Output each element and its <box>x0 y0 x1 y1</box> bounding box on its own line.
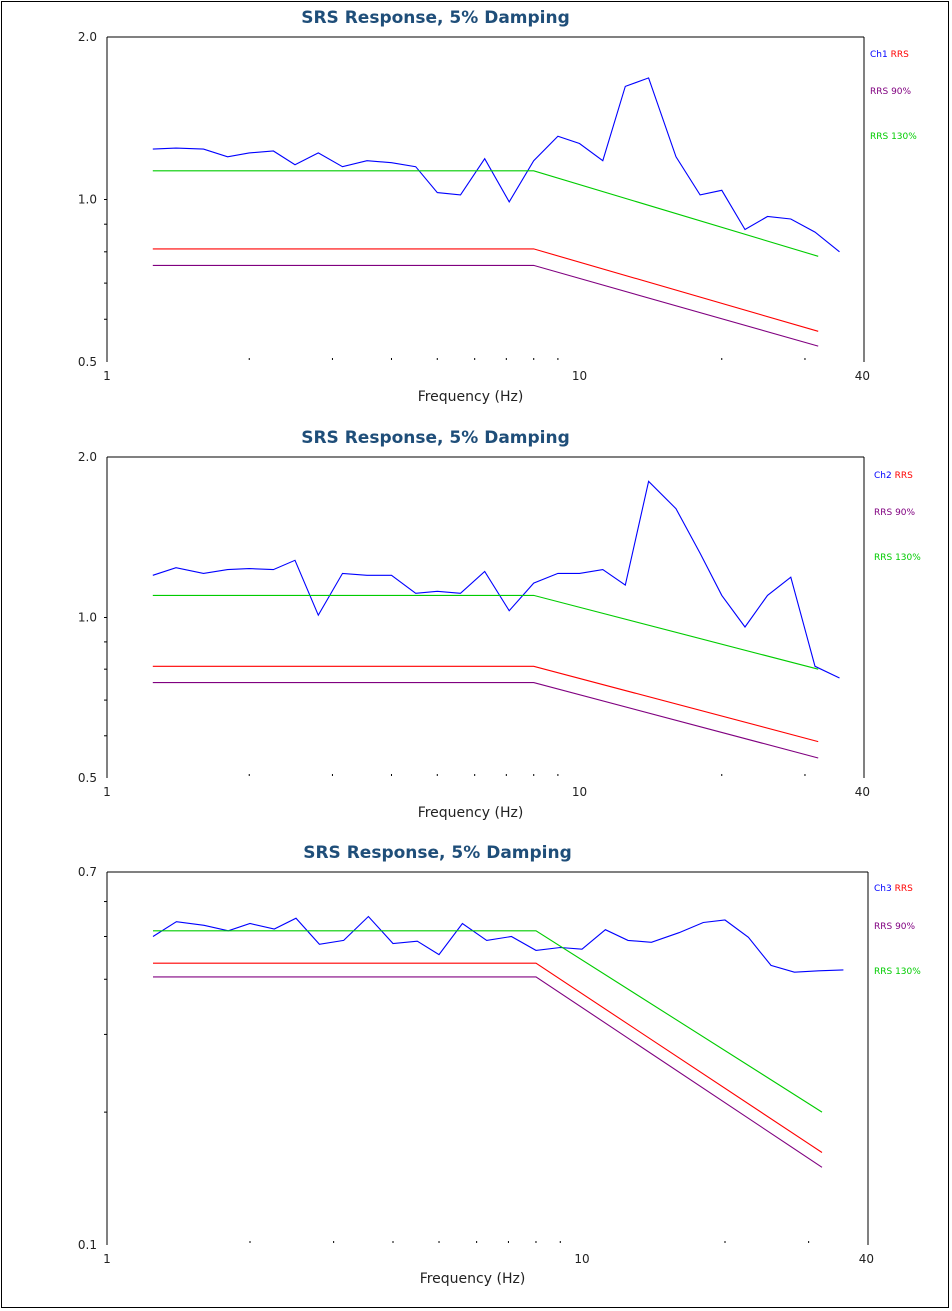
chart3-series-rrs90 <box>153 976 823 1168</box>
chart3-legend-label: RRS <box>895 884 914 894</box>
chart2-x-tick-label: 10 <box>572 785 587 799</box>
chart1-series-rrs90 <box>152 264 819 347</box>
chart3-legend-label: RRS 90% <box>874 922 916 932</box>
chart2-y-tick-label: 0.5 <box>78 771 97 785</box>
chart3-series-rrs <box>153 962 823 1153</box>
chart2-legend-label: RRS 130% <box>874 553 921 563</box>
chart1-series-rrs <box>152 248 819 332</box>
chart2-series-rrs90 <box>152 682 819 759</box>
chart1-y-tick-label: 0.5 <box>78 355 97 369</box>
chart3-series-measured <box>152 915 844 973</box>
chart2-title: SRS Response, 5% Damping <box>301 428 570 448</box>
chart1-legend-rrs130: RRS 130% <box>870 132 917 142</box>
chart1-x-tick-label: 40 <box>855 369 870 383</box>
chart3-y-tick-label: 0.7 <box>78 865 97 879</box>
chart2-y-tick-label: 2.0 <box>78 450 97 464</box>
chart3-legend-rrs130: RRS 130% <box>874 967 921 977</box>
chart1-legend-label: RRS 90% <box>870 87 912 97</box>
chart3-x-axis-label: Frequency (Hz) <box>420 1271 526 1287</box>
chart3-x-tick-label: 1 <box>103 1252 111 1266</box>
chart1-legend-label: RRS <box>891 50 910 60</box>
chart2-legend-label: RRS 90% <box>874 508 916 518</box>
chart3-title: SRS Response, 5% Damping <box>303 843 572 863</box>
chart2-x-tick-label: 40 <box>855 785 870 799</box>
chart2-legend-rrs: Ch2 RRS <box>874 471 913 481</box>
chart1-x-tick-label: 10 <box>572 369 587 383</box>
chart3-legend-rrs90: RRS 90% <box>874 922 916 932</box>
chart2-legend-channel: Ch2 <box>874 471 895 481</box>
chart3-legend-channel: Ch3 <box>874 884 895 894</box>
chart2-legend-rrs90: RRS 90% <box>874 508 916 518</box>
chart3-legend-label: RRS 130% <box>874 967 921 977</box>
chart2-x-axis-label: Frequency (Hz) <box>418 805 524 821</box>
chart1-title: SRS Response, 5% Damping <box>301 8 570 28</box>
chart1-legend-rrs: Ch1 RRS <box>870 50 909 60</box>
chart3-series-rrs130 <box>153 930 823 1113</box>
chart3-y-tick-label: 0.1 <box>78 1238 97 1252</box>
chart2-legend-rrs130: RRS 130% <box>874 553 921 563</box>
chart2-series-rrs130 <box>152 594 819 670</box>
chart1-legend-rrs90: RRS 90% <box>870 87 912 97</box>
chart3-x-tick-label: 10 <box>574 1252 589 1266</box>
chart1-x-axis-label: Frequency (Hz) <box>418 389 524 405</box>
chart1-x-tick-label: 1 <box>103 369 111 383</box>
chart2-legend-label: RRS <box>895 471 914 481</box>
chart1-legend-channel: Ch1 <box>870 50 891 60</box>
chart3-legend-rrs: Ch3 RRS <box>874 884 913 894</box>
chart2-y-tick-label: 1.0 <box>78 611 97 625</box>
chart1-y-tick-label: 2.0 <box>78 30 97 44</box>
chart1-series-rrs130 <box>152 170 819 257</box>
chart2-series-measured <box>152 480 840 679</box>
chart2-series-rrs <box>152 665 819 743</box>
chart3-x-tick-label: 40 <box>859 1252 874 1266</box>
chart1-series-measured <box>152 77 840 253</box>
chart2-x-tick-label: 1 <box>103 785 111 799</box>
chart1-y-tick-label: 1.0 <box>78 193 97 207</box>
chart1-legend-label: RRS 130% <box>870 132 917 142</box>
